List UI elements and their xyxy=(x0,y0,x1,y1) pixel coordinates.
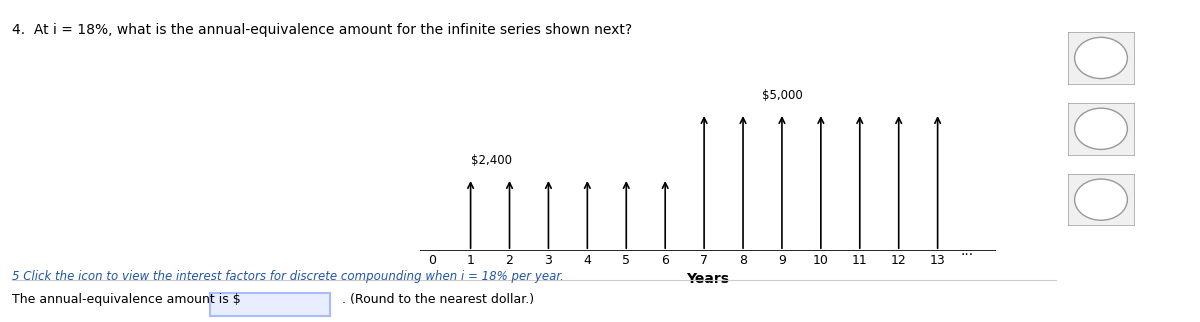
Circle shape xyxy=(1075,108,1128,149)
Circle shape xyxy=(1075,37,1128,79)
Text: $5,000: $5,000 xyxy=(762,89,803,102)
Text: 4.  At i = 18%, what is the annual-equivalence amount for the infinite series sh: 4. At i = 18%, what is the annual-equiva… xyxy=(12,23,632,36)
Circle shape xyxy=(1075,179,1128,220)
Text: $2,400: $2,400 xyxy=(470,154,511,167)
Text: The annual-equivalence amount is $: The annual-equivalence amount is $ xyxy=(12,293,241,306)
X-axis label: Years: Years xyxy=(686,272,730,287)
Text: . (Round to the nearest dollar.): . (Round to the nearest dollar.) xyxy=(342,293,534,306)
Text: ...: ... xyxy=(961,244,974,258)
Text: 5 Click the icon to view the interest factors for discrete compounding when i = : 5 Click the icon to view the interest fa… xyxy=(12,270,564,283)
